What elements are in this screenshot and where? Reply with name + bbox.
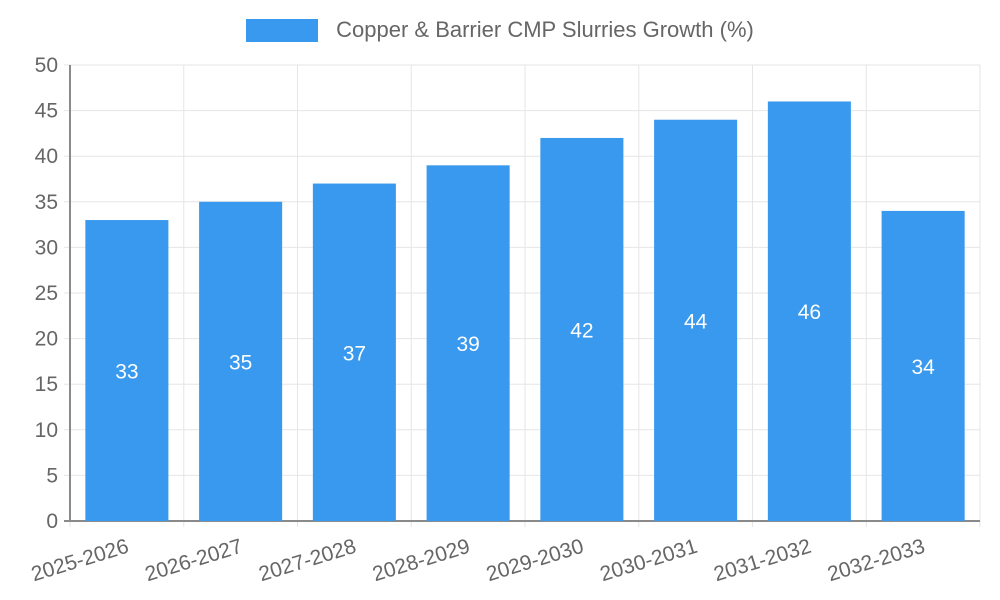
chart-legend[interactable]: Copper & Barrier CMP Slurries Growth (%) — [0, 17, 1000, 43]
x-axis-tick-label: 2027-2028 — [256, 535, 359, 586]
x-axis-tick-label: 2030-2031 — [597, 535, 700, 586]
bar[interactable] — [654, 119, 738, 521]
bar-value-label: 34 — [911, 356, 935, 379]
legend-label: Copper & Barrier CMP Slurries Growth (%) — [336, 17, 754, 42]
y-axis-tick-label: 45 — [35, 100, 58, 123]
x-axis-tick-label: 2031-2032 — [711, 535, 814, 586]
y-axis-tick-label: 10 — [35, 419, 58, 442]
y-axis-tick-label: 50 — [35, 54, 58, 77]
bar[interactable] — [881, 210, 965, 522]
bar-value-label: 42 — [570, 319, 593, 342]
bar-value-label: 44 — [684, 310, 708, 333]
y-axis-tick-label: 15 — [35, 373, 58, 396]
y-axis-tick-label: 20 — [35, 328, 58, 351]
bar-value-label: 39 — [456, 333, 479, 356]
bar[interactable] — [199, 201, 283, 522]
bar[interactable] — [767, 101, 851, 521]
x-axis-tick-label: 2029-2030 — [484, 535, 587, 586]
bar-value-label: 46 — [798, 301, 821, 324]
bar-value-label: 33 — [115, 361, 138, 384]
x-axis-tick-label: 2028-2029 — [370, 535, 473, 586]
y-axis-tick-label: 0 — [46, 510, 58, 533]
y-axis-tick-label: 5 — [46, 464, 58, 487]
x-axis-tick-label: 2026-2027 — [142, 535, 245, 586]
y-axis-tick-label: 35 — [35, 191, 58, 214]
bar[interactable] — [540, 137, 624, 521]
y-axis-tick-label: 40 — [35, 145, 58, 168]
x-axis-tick-label: 2025-2026 — [29, 535, 132, 586]
bar[interactable] — [85, 220, 169, 522]
bar[interactable] — [426, 165, 510, 521]
y-axis-tick-label: 25 — [35, 282, 58, 305]
legend-swatch — [246, 18, 319, 42]
bar-value-label: 35 — [229, 351, 252, 374]
x-axis-tick-label: 2032-2033 — [825, 535, 928, 586]
y-axis-tick-label: 30 — [35, 236, 58, 259]
bar[interactable] — [312, 183, 396, 521]
bar-value-label: 37 — [343, 342, 366, 365]
